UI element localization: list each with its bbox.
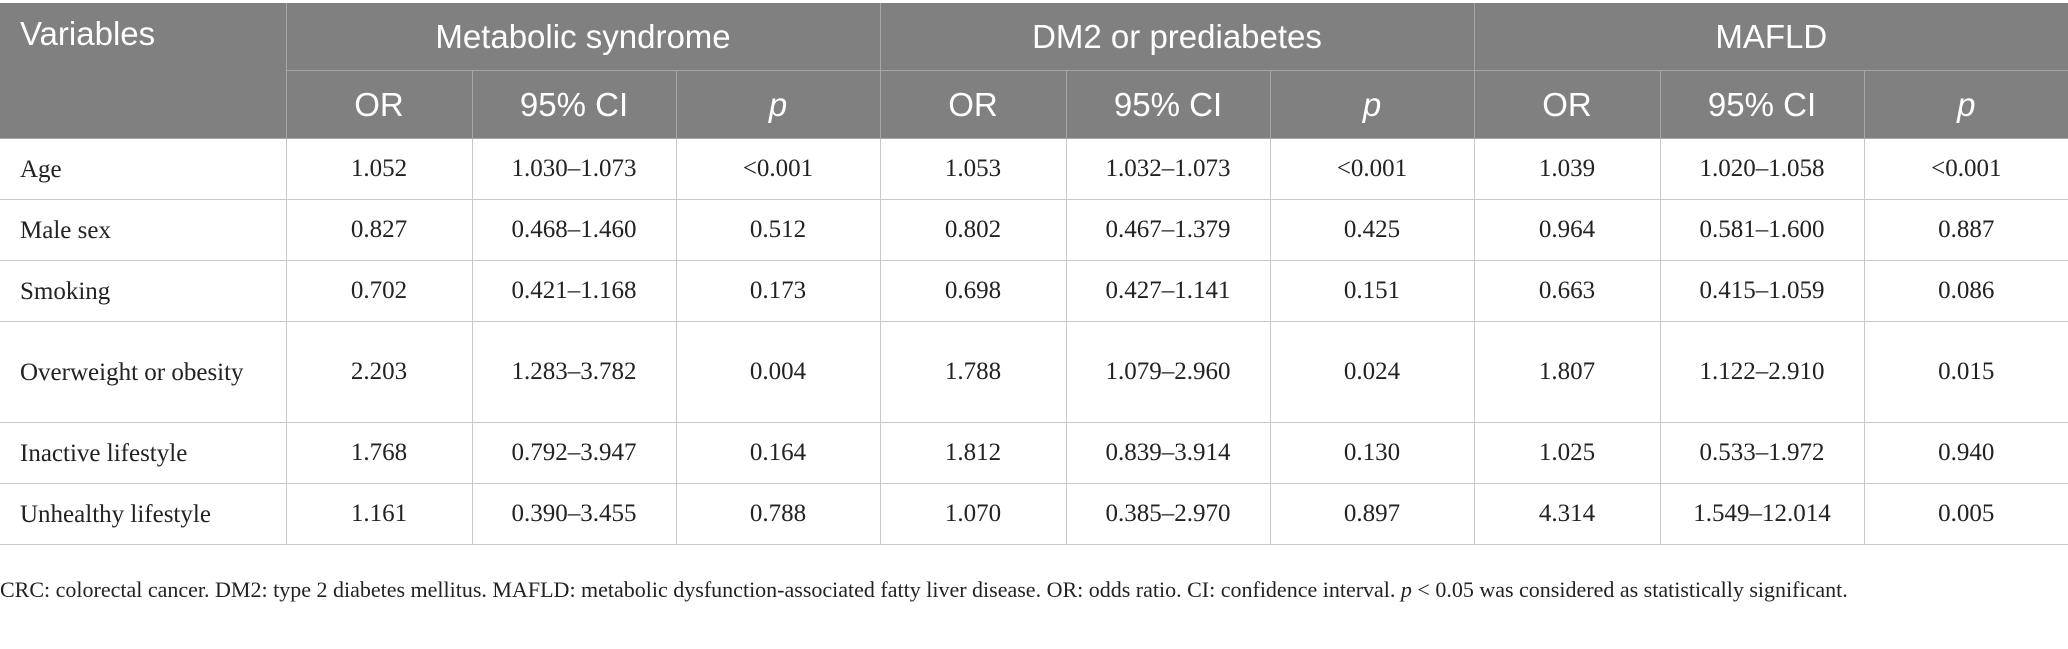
or-value-cell: 1.788 [879,321,1066,423]
or-value-cell: 1.812 [879,422,1066,484]
or-header: OR [1473,70,1661,139]
p-value-cell: 0.173 [675,260,880,322]
group-header-row: Variables Metabolic syndrome DM2 or pred… [0,3,2068,139]
or-value-cell: 1.768 [285,422,472,484]
variable-cell: Smoking [0,260,286,322]
group-header-metabolic-syndrome: Metabolic syndrome [285,3,880,71]
variable-cell: Inactive lifestyle [0,422,286,484]
or-header: OR [285,70,472,139]
table-row: Unhealthy lifestyle 1.161 0.390–3.455 0.788… [0,483,2068,545]
ci-value-cell: 0.467–1.379 [1065,199,1270,261]
ci-value-cell: 0.839–3.914 [1065,422,1270,484]
ci-value-cell: 0.468–1.460 [471,199,676,261]
ci-value-cell: 1.020–1.058 [1659,138,1865,200]
variable-cell: Age [0,138,286,200]
table-row: Smoking 0.702 0.421–1.168 0.173 0.698 0.427–1… [0,260,2068,322]
p-header: p [675,70,880,139]
ci-value-cell: 1.549–12.014 [1659,483,1865,545]
table-row: Male sex 0.827 0.468–1.460 0.512 0.802 0.467–… [0,199,2068,261]
table-row: Age 1.052 1.030–1.073 <0.001 1.053 1.032–1.07… [0,138,2068,200]
ci-value-cell: 1.030–1.073 [471,138,676,200]
ci-header: 95% CI [471,70,676,139]
p-value-cell: 0.897 [1269,483,1475,545]
p-value-cell: 0.512 [675,199,880,261]
ci-value-cell: 0.792–3.947 [471,422,676,484]
variable-cell: Male sex [0,199,286,261]
subcolumn-header-row: OR 95% CI p OR 95% CI p OR 95% CI p [0,70,2068,139]
p-value-cell: 0.024 [1269,321,1475,423]
p-header: p [1863,70,2068,139]
or-header: OR [879,70,1066,139]
or-value-cell: 4.314 [1473,483,1661,545]
p-value-cell: 0.788 [675,483,880,545]
ci-header: 95% CI [1065,70,1270,139]
p-value-cell: 0.151 [1269,260,1475,322]
ci-value-cell: 0.427–1.141 [1065,260,1270,322]
p-value-cell: <0.001 [1269,138,1475,200]
p-value-cell: 0.005 [1863,483,2068,545]
results-table: Variables Metabolic syndrome DM2 or pred… [0,3,2068,545]
ci-value-cell: 0.415–1.059 [1659,260,1865,322]
or-value-cell: 0.698 [879,260,1066,322]
table-footnote: CRC: colorectal cancer. DM2: type 2 diab… [0,574,2040,606]
p-header: p [1269,70,1475,139]
ci-header: 95% CI [1659,70,1865,139]
p-value-cell: 0.130 [1269,422,1475,484]
p-value-cell: 0.887 [1863,199,2068,261]
ci-value-cell: 1.283–3.782 [471,321,676,423]
p-value-cell: 0.015 [1863,321,2068,423]
or-value-cell: 1.070 [879,483,1066,545]
p-value-cell: <0.001 [1863,138,2068,200]
footnote-text: CRC: colorectal cancer. DM2: type 2 diab… [0,577,1401,602]
or-value-cell: 0.827 [285,199,472,261]
ci-value-cell: 1.122–2.910 [1659,321,1865,423]
or-value-cell: 1.039 [1473,138,1661,200]
variables-header: Variables [0,3,286,139]
ci-value-cell: 0.421–1.168 [471,260,676,322]
or-value-cell: 1.053 [879,138,1066,200]
or-value-cell: 2.203 [285,321,472,423]
table-body: Age 1.052 1.030–1.073 <0.001 1.053 1.032–1.07… [0,138,2068,545]
ci-value-cell: 1.032–1.073 [1065,138,1270,200]
footnote-text-end: < 0.05 was considered as statistically s… [1411,577,1848,602]
or-value-cell: 0.964 [1473,199,1661,261]
ci-value-cell: 0.385–2.970 [1065,483,1270,545]
p-value-cell: 0.004 [675,321,880,423]
variable-cell: Overweight or obesity [0,321,286,423]
ci-value-cell: 0.533–1.972 [1659,422,1865,484]
p-value-cell: 0.425 [1269,199,1475,261]
or-value-cell: 0.802 [879,199,1066,261]
or-value-cell: 1.025 [1473,422,1661,484]
group-header-dm2-prediabetes: DM2 or prediabetes [879,3,1475,71]
variable-cell: Unhealthy lifestyle [0,483,286,545]
or-value-cell: 1.052 [285,138,472,200]
table-row: Overweight or obesity 2.203 1.283–3.782 0.0… [0,321,2068,423]
or-value-cell: 1.807 [1473,321,1661,423]
p-value-cell: 0.164 [675,422,880,484]
ci-value-cell: 1.079–2.960 [1065,321,1270,423]
ci-value-cell: 0.581–1.600 [1659,199,1865,261]
or-value-cell: 0.663 [1473,260,1661,322]
table-row: Inactive lifestyle 1.768 0.792–3.947 0.164 1… [0,422,2068,484]
or-value-cell: 0.702 [285,260,472,322]
or-value-cell: 1.161 [285,483,472,545]
p-value-cell: 0.086 [1863,260,2068,322]
p-value-cell: 0.940 [1863,422,2068,484]
group-header-mafld: MAFLD [1473,3,2068,71]
ci-value-cell: 0.390–3.455 [471,483,676,545]
p-value-cell: <0.001 [675,138,880,200]
footnote-p-symbol: p [1400,577,1412,602]
